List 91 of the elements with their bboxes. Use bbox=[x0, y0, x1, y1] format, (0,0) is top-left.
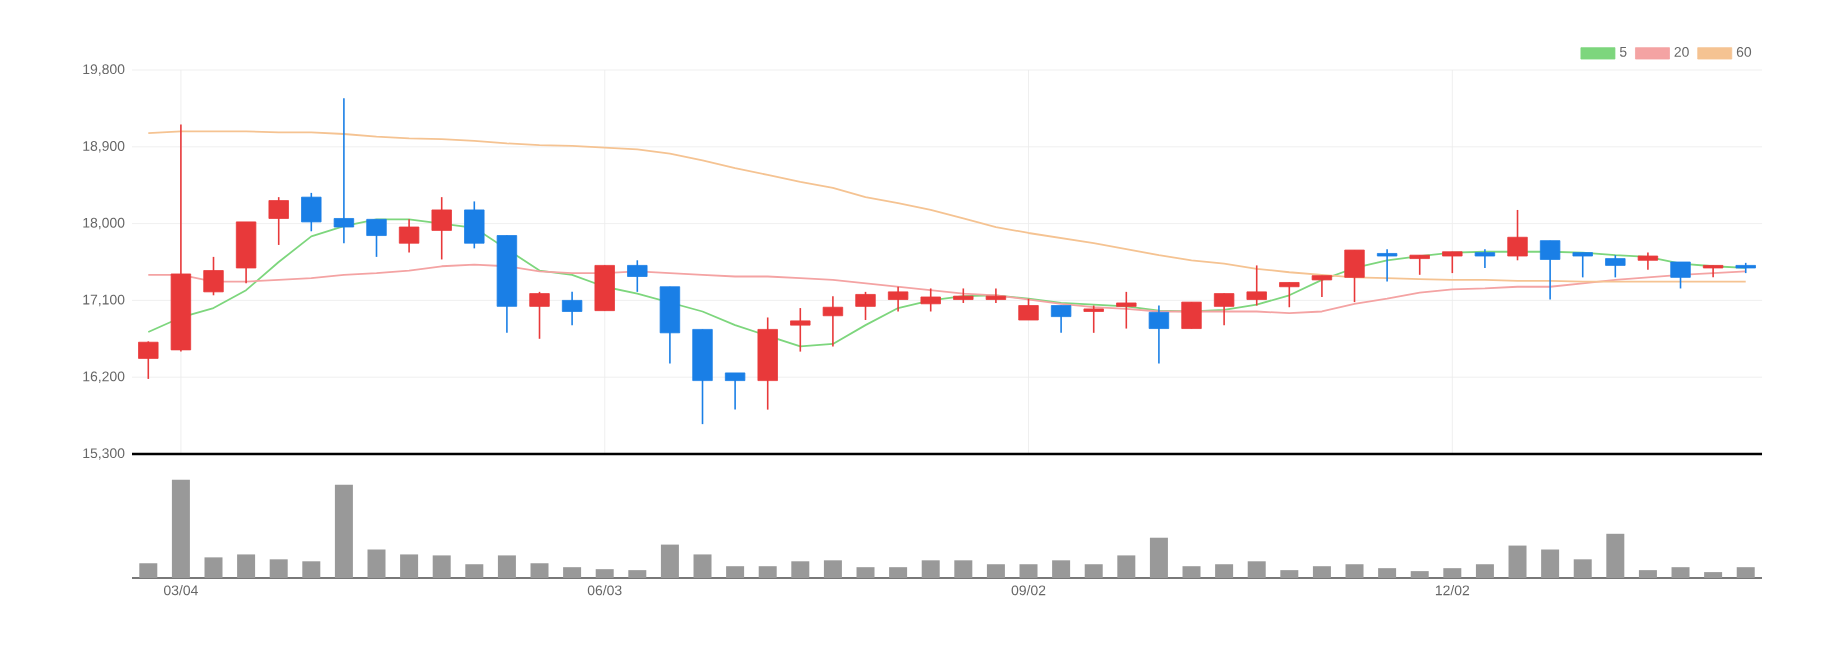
candlestick bbox=[1213, 292, 1235, 326]
bar bbox=[530, 563, 549, 578]
candlestick bbox=[1344, 249, 1365, 303]
bar bbox=[1084, 564, 1103, 578]
candlestick bbox=[1507, 209, 1528, 262]
candlestick bbox=[1409, 254, 1430, 276]
bar bbox=[1671, 567, 1690, 578]
bar bbox=[1182, 566, 1201, 578]
bar bbox=[889, 567, 908, 578]
candlestick bbox=[138, 340, 159, 380]
candlestick bbox=[431, 196, 452, 261]
candlestick bbox=[1050, 304, 1072, 334]
candlestick bbox=[464, 200, 485, 250]
bar bbox=[628, 570, 647, 578]
bar bbox=[400, 554, 419, 578]
candlestick bbox=[1246, 264, 1267, 307]
bar bbox=[1410, 571, 1429, 578]
bar bbox=[497, 555, 516, 578]
candlestick bbox=[366, 218, 387, 258]
candlestick bbox=[1018, 297, 1039, 321]
bar bbox=[204, 557, 223, 578]
bar bbox=[954, 560, 973, 578]
bar bbox=[367, 549, 386, 578]
bar bbox=[1541, 549, 1560, 578]
candlestick bbox=[268, 196, 289, 246]
bar bbox=[1312, 566, 1331, 578]
candlestick bbox=[1572, 251, 1593, 279]
candlestick bbox=[561, 291, 583, 326]
bar bbox=[302, 561, 321, 578]
candlestick bbox=[1311, 274, 1333, 298]
candlestick bbox=[1670, 261, 1691, 290]
candlestick bbox=[724, 372, 746, 411]
bar bbox=[465, 564, 484, 578]
bar bbox=[1019, 564, 1038, 578]
candlestick bbox=[920, 287, 941, 313]
bar bbox=[595, 569, 614, 578]
candlestick bbox=[1148, 304, 1170, 365]
bar bbox=[823, 560, 842, 578]
bar bbox=[921, 560, 940, 578]
candlestick bbox=[1442, 250, 1463, 274]
bar bbox=[726, 566, 745, 578]
candlestick bbox=[1279, 281, 1300, 309]
bar bbox=[758, 566, 777, 578]
bar bbox=[1443, 568, 1462, 578]
candlestick bbox=[855, 291, 876, 321]
bar bbox=[334, 484, 353, 578]
candlestick bbox=[1116, 291, 1137, 330]
bar bbox=[171, 479, 190, 578]
bar bbox=[1247, 561, 1266, 578]
bar bbox=[856, 567, 875, 578]
bar bbox=[1149, 537, 1168, 578]
bar bbox=[1345, 564, 1364, 578]
candlestick bbox=[822, 295, 844, 348]
bar bbox=[1606, 533, 1625, 578]
bar bbox=[693, 554, 712, 578]
bar bbox=[1704, 572, 1723, 578]
candlestick bbox=[594, 264, 615, 312]
candlestick bbox=[301, 192, 322, 233]
bar bbox=[1378, 568, 1397, 578]
bar bbox=[432, 555, 451, 578]
candlestick bbox=[1083, 304, 1104, 334]
bar bbox=[660, 544, 679, 578]
candlestick bbox=[235, 221, 257, 285]
bar bbox=[1215, 564, 1234, 578]
candlestick bbox=[1181, 301, 1202, 330]
bar bbox=[1117, 555, 1136, 578]
candlestick bbox=[529, 291, 550, 340]
candlestick bbox=[790, 307, 811, 353]
bar bbox=[139, 563, 158, 578]
bar bbox=[1736, 567, 1755, 578]
candlestick bbox=[398, 218, 420, 254]
bar bbox=[237, 554, 256, 578]
candlestick bbox=[203, 256, 224, 297]
candlestick bbox=[1474, 248, 1496, 269]
candlestick bbox=[1605, 254, 1626, 279]
candlestick bbox=[659, 285, 681, 365]
bar bbox=[1475, 564, 1494, 578]
bar bbox=[1280, 570, 1299, 578]
candlestick bbox=[887, 285, 909, 313]
bar bbox=[269, 559, 288, 578]
bar bbox=[1052, 560, 1071, 578]
candlestick bbox=[627, 259, 648, 293]
bar bbox=[986, 564, 1005, 578]
candlestick bbox=[333, 97, 355, 245]
candlestick bbox=[1376, 248, 1398, 283]
bar bbox=[1573, 559, 1592, 578]
bar bbox=[1508, 545, 1527, 578]
bar bbox=[1638, 570, 1657, 578]
bar bbox=[791, 561, 810, 578]
bar bbox=[563, 567, 582, 578]
candlestick bbox=[1539, 239, 1561, 301]
